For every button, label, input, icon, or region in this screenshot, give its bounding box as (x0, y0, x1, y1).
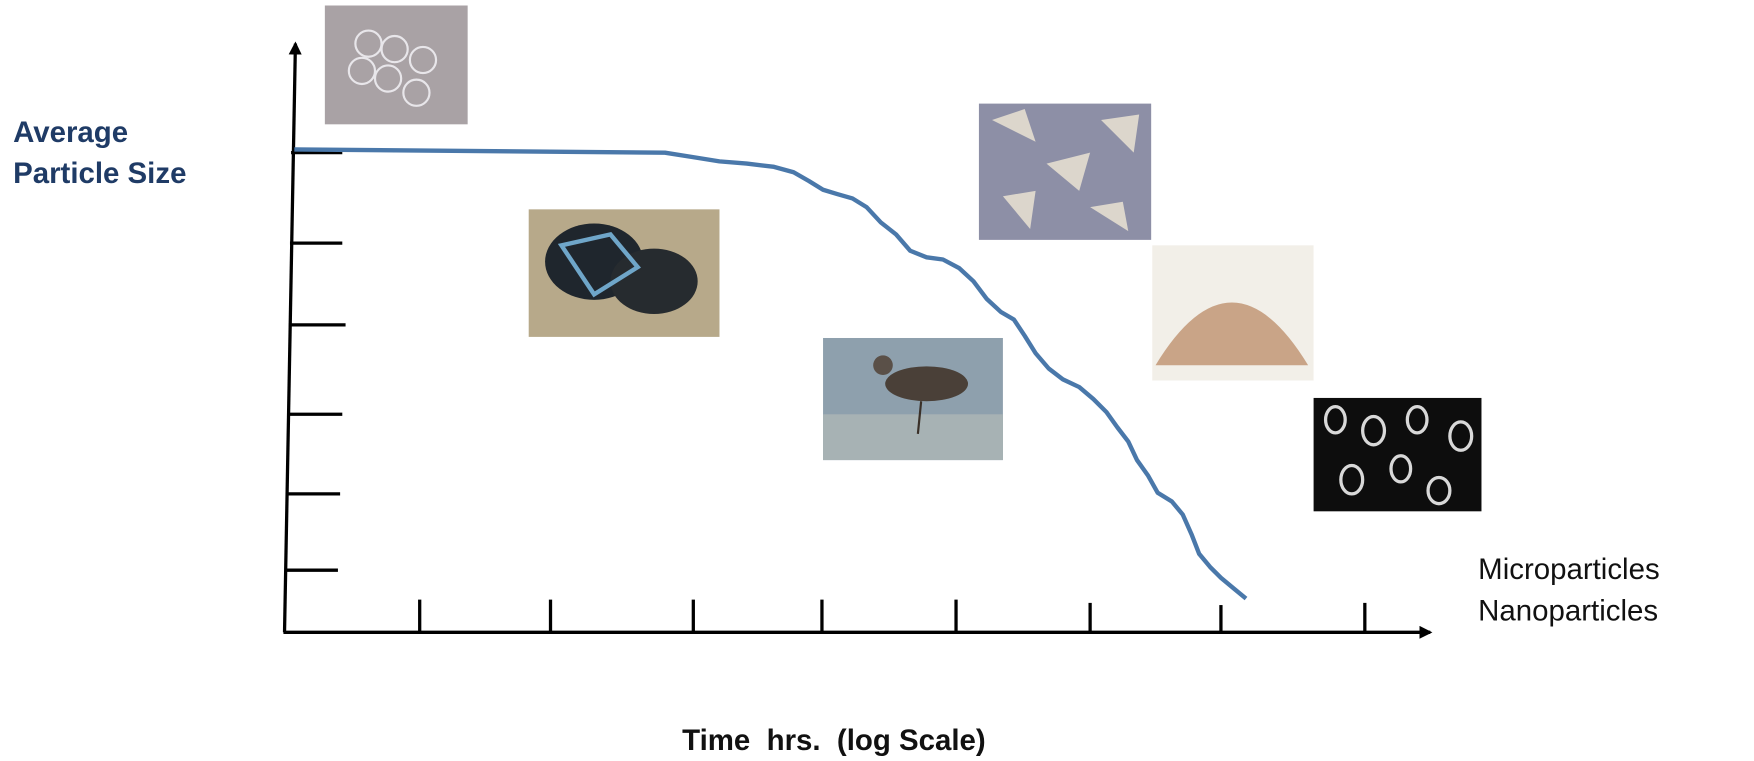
x-axis-label: Time hrs. (log Scale) (682, 724, 986, 757)
diagram: Average Particle Size Microparticles Nan… (0, 0, 1754, 761)
size-label: Microparticles (1478, 553, 1659, 586)
y-axis-label: Average (13, 116, 128, 149)
x-ticks (420, 600, 1365, 633)
shards-photo (979, 104, 1151, 240)
y-ticks (286, 153, 346, 571)
turtle-photo (529, 209, 720, 337)
y-axis (285, 44, 296, 633)
nanoparticle-photo (1314, 398, 1482, 511)
page: {"y_axis_label": {"line1": "Average", "l… (0, 0, 1754, 761)
sand-photo (1152, 245, 1313, 380)
bird-photo (823, 338, 1003, 460)
y-axis-label: Particle Size (13, 157, 186, 190)
ring-photo (325, 5, 468, 124)
size-label: Nanoparticles (1478, 594, 1658, 627)
